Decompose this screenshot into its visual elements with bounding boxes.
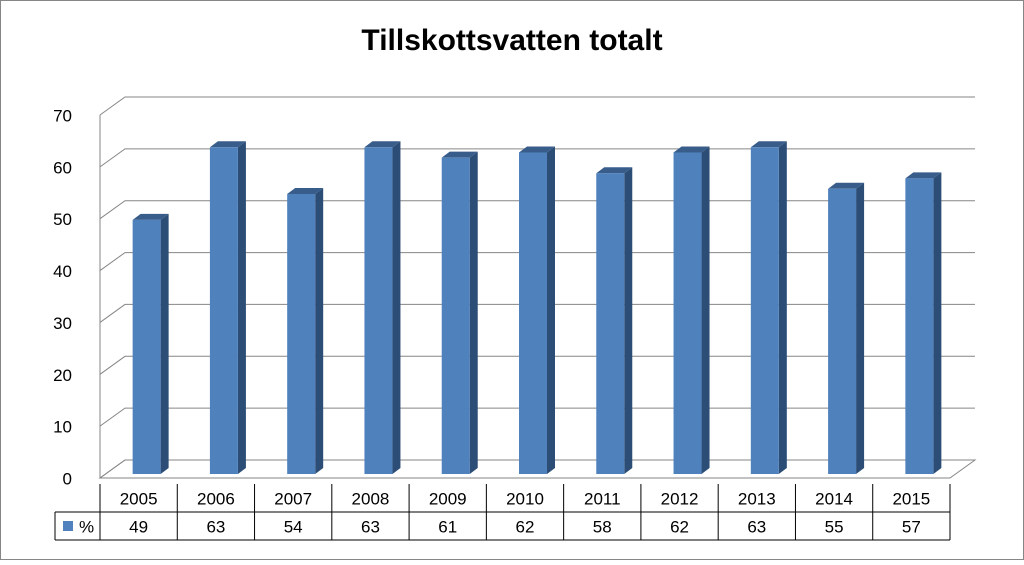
bar bbox=[905, 178, 934, 474]
table-value: 63 bbox=[206, 517, 225, 536]
x-tick-label: 2007 bbox=[274, 489, 312, 508]
bar bbox=[209, 147, 238, 475]
table-value: 62 bbox=[670, 517, 689, 536]
bar-side bbox=[933, 172, 942, 474]
bar-side bbox=[547, 146, 555, 474]
table-value: 55 bbox=[825, 517, 844, 536]
bar bbox=[287, 193, 316, 474]
bar bbox=[441, 157, 470, 474]
bar-top bbox=[828, 182, 865, 189]
bar-side bbox=[392, 141, 401, 475]
x-tick-label: 2008 bbox=[352, 489, 390, 508]
y-tick-label: 30 bbox=[53, 314, 72, 333]
x-tick-label: 2005 bbox=[120, 489, 158, 508]
bar-side bbox=[469, 151, 478, 474]
table-value: 54 bbox=[284, 517, 303, 536]
bar-top bbox=[596, 167, 633, 174]
bar bbox=[596, 173, 625, 474]
y-tick-label: 0 bbox=[63, 469, 72, 488]
x-tick-label: 2015 bbox=[892, 489, 930, 508]
x-tick-label: 2009 bbox=[429, 489, 467, 508]
bar bbox=[828, 188, 857, 475]
y-tick-label: 20 bbox=[53, 366, 72, 385]
bar-top bbox=[132, 213, 169, 220]
bar-top bbox=[287, 187, 324, 194]
bar-side bbox=[778, 141, 787, 475]
bar-side bbox=[160, 213, 169, 474]
bar-top bbox=[209, 141, 246, 148]
bar bbox=[364, 147, 393, 475]
table-value: 63 bbox=[361, 517, 380, 536]
grid-line bbox=[99, 96, 975, 116]
x-tick-label: 2014 bbox=[815, 489, 853, 508]
x-tick-label: 2006 bbox=[197, 489, 235, 508]
bar-side bbox=[856, 182, 865, 475]
y-tick-label: 60 bbox=[53, 158, 72, 177]
bar-top bbox=[750, 141, 787, 148]
table-value: 57 bbox=[902, 517, 921, 536]
bar-side bbox=[315, 187, 324, 474]
table-value: 61 bbox=[438, 517, 457, 536]
legend-key bbox=[63, 521, 73, 531]
bar-side bbox=[624, 167, 633, 474]
bar bbox=[519, 152, 547, 474]
y-tick-label: 10 bbox=[53, 418, 72, 437]
bar-top bbox=[905, 172, 942, 179]
x-tick-label: 2010 bbox=[506, 489, 544, 508]
bar-top bbox=[519, 146, 555, 153]
table-value: 62 bbox=[516, 517, 535, 536]
y-tick-label: 70 bbox=[53, 106, 72, 125]
y-tick-label: 40 bbox=[53, 262, 72, 281]
bar-top bbox=[364, 141, 401, 148]
bar-side bbox=[237, 141, 246, 475]
bar bbox=[673, 152, 702, 474]
bar bbox=[750, 147, 779, 475]
x-tick-label: 2011 bbox=[584, 489, 621, 508]
table-value: 63 bbox=[747, 517, 766, 536]
table-value: 58 bbox=[593, 517, 612, 536]
x-tick-label: 2013 bbox=[738, 489, 776, 508]
chart-title: Tillskottsvatten totalt bbox=[361, 24, 662, 57]
table-value: 49 bbox=[129, 517, 148, 536]
legend-label: % bbox=[79, 517, 94, 536]
y-tick-label: 50 bbox=[53, 210, 72, 229]
bar bbox=[132, 219, 161, 474]
x-tick-label: 2012 bbox=[661, 489, 699, 508]
bar-top bbox=[673, 146, 710, 153]
bar-top bbox=[441, 151, 478, 158]
bar-side bbox=[701, 146, 710, 474]
